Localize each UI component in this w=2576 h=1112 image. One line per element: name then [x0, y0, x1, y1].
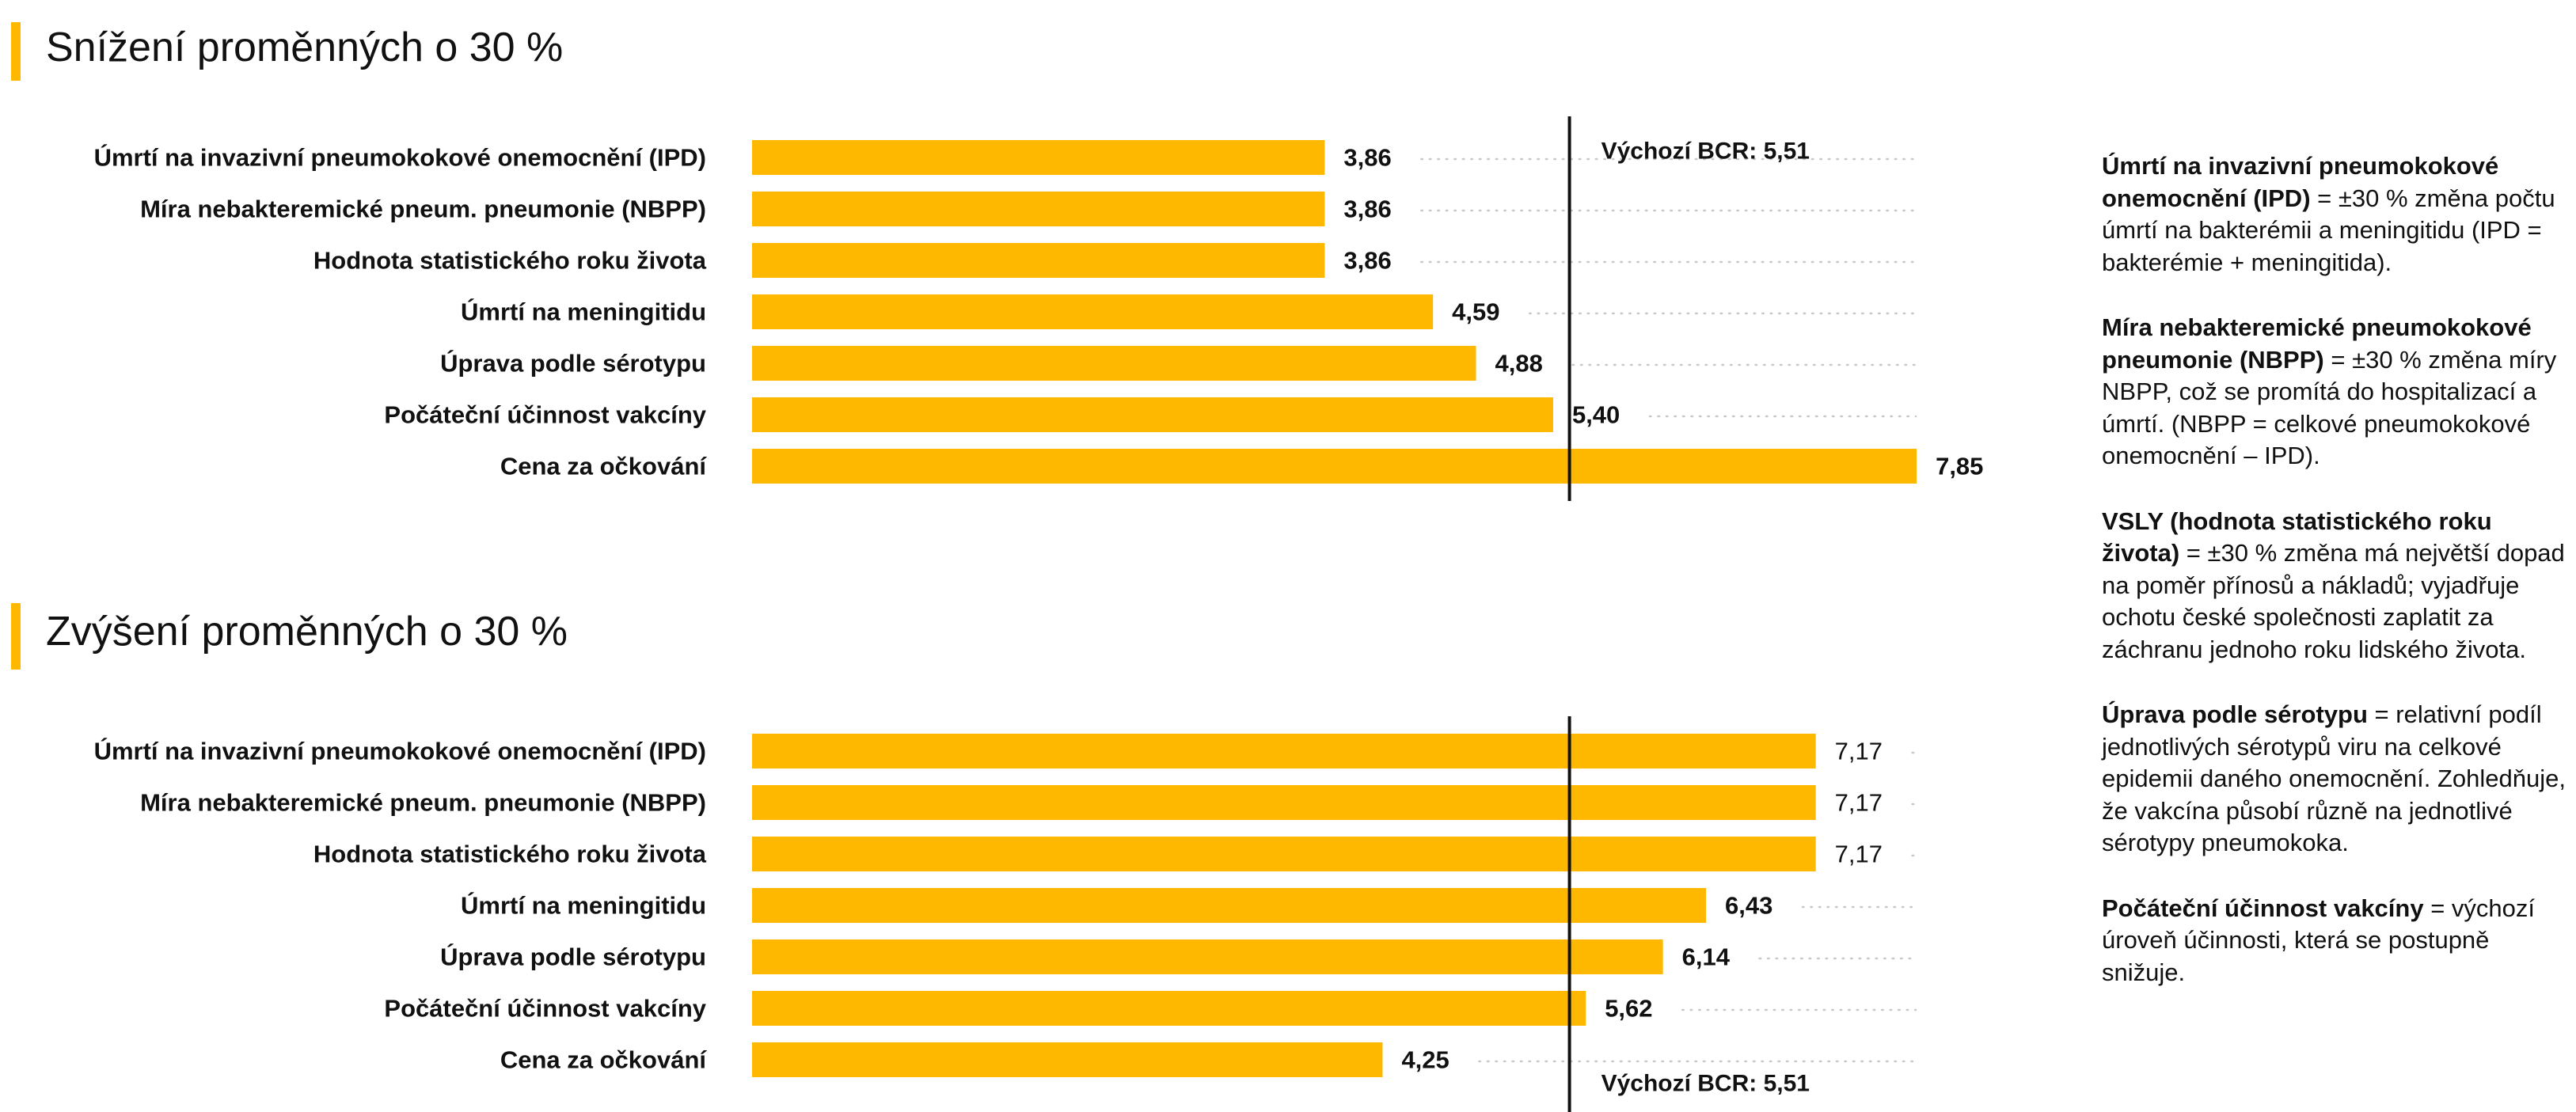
value-label: 6,14 [1682, 943, 1731, 971]
category-label: Úmrtí na invazivní pneumokokové onemocně… [94, 737, 706, 765]
category-label: Hodnota statistického roku života [313, 247, 707, 275]
legend-term: Úmrtí na invazivní pneumokokové onemocně… [2102, 152, 2499, 212]
category-label: Počáteční účinnost vakcíny [384, 995, 706, 1023]
value-label: 7,85 [1936, 453, 1983, 480]
chart-increase: Úmrtí na invazivní pneumokokové onemocně… [94, 716, 1917, 1112]
bar [752, 939, 1663, 974]
bar [752, 1042, 1383, 1077]
value-label: 7,17 [1835, 789, 1883, 817]
chart-decrease: Úmrtí na invazivní pneumokokové onemocně… [94, 116, 1983, 501]
legend-desc: = ±30 % změna má největší dopad na poměr… [2102, 539, 2565, 663]
value-label: 4,25 [1401, 1046, 1449, 1074]
legend-desc: = relativní podíl jednotlivých sérotypů … [2102, 700, 2566, 856]
category-label: Úmrtí na invazivní pneumokokové onemocně… [94, 143, 706, 172]
category-label: Úmrtí na meningitidu [461, 298, 706, 326]
value-label: 3,86 [1343, 144, 1391, 172]
category-label: Cena za očkování [500, 1046, 708, 1074]
legend-desc: = ±30 % změna míry NBPP, což se promítá … [2102, 345, 2557, 470]
value-label: 3,86 [1343, 195, 1391, 223]
category-label: Míra nebakteremické pneum. pneumonie (NB… [140, 789, 706, 817]
legend-term: Míra nebakteremické pneumokokové pneumon… [2102, 313, 2532, 374]
bar [752, 294, 1434, 329]
category-label: Úprava podle sérotypu [440, 943, 706, 971]
bar [752, 140, 1325, 175]
bar [752, 888, 1706, 923]
legend-item-ipd: Úmrtí na invazivní pneumokokové onemocně… [2102, 150, 2569, 279]
category-label: Počáteční účinnost vakcíny [384, 401, 706, 429]
category-label: Úmrtí na meningitidu [461, 891, 706, 920]
legend-item-nbpp: Míra nebakteremické pneumokokové pneumon… [2102, 312, 2569, 473]
baseline-label: Výchozí BCR: 5,51 [1601, 139, 1810, 165]
section-accent-bar [11, 22, 21, 81]
category-label: Úprava podle sérotypu [440, 349, 706, 378]
legend-desc: = výchozí úroveň účinnosti, která se pos… [2102, 894, 2536, 986]
category-label: Cena za očkování [500, 453, 708, 480]
section-accent-bar [11, 603, 21, 670]
chart-title-decrease: Snížení proměnných o 30 % [46, 25, 564, 70]
bar [752, 837, 1816, 871]
legend-item-vsly: VSLY (hodnota statistického roku života)… [2102, 506, 2569, 666]
legend-term: Úprava podle sérotypu [2102, 700, 2368, 728]
value-label: 7,17 [1835, 841, 1883, 868]
legend-term: VSLY (hodnota statistického roku života) [2102, 507, 2492, 567]
category-label: Hodnota statistického roku života [313, 841, 707, 868]
baseline-label: Výchozí BCR: 5,51 [1601, 1071, 1810, 1097]
value-label: 4,59 [1452, 298, 1499, 326]
value-label: 6,43 [1725, 892, 1772, 920]
bar [752, 192, 1325, 226]
value-label: 5,40 [1572, 401, 1620, 429]
bar [752, 346, 1476, 381]
bar [752, 734, 1816, 769]
bar [752, 785, 1816, 820]
bar [752, 243, 1325, 278]
bar [752, 449, 1917, 484]
value-label: 5,62 [1605, 995, 1652, 1023]
value-label: 7,17 [1835, 738, 1883, 765]
legend: Úmrtí na invazivní pneumokokové onemocně… [2102, 150, 2569, 1022]
legend-item-efficacy: Počáteční účinnost vakcíny = výchozí úro… [2102, 893, 2569, 989]
chart-title-increase: Zvýšení proměnných o 30 % [46, 609, 568, 655]
bar [752, 397, 1553, 432]
legend-desc: = ±30 % změna počtu úmrtí na bakterémii … [2102, 184, 2555, 276]
value-label: 4,88 [1495, 350, 1543, 378]
value-label: 3,86 [1343, 247, 1391, 275]
category-label: Míra nebakteremické pneum. pneumonie (NB… [140, 195, 706, 223]
bar [752, 991, 1586, 1026]
legend-term: Počáteční účinnost vakcíny [2102, 894, 2424, 922]
legend-item-serotype: Úprava podle sérotypu = relativní podíl … [2102, 699, 2569, 860]
